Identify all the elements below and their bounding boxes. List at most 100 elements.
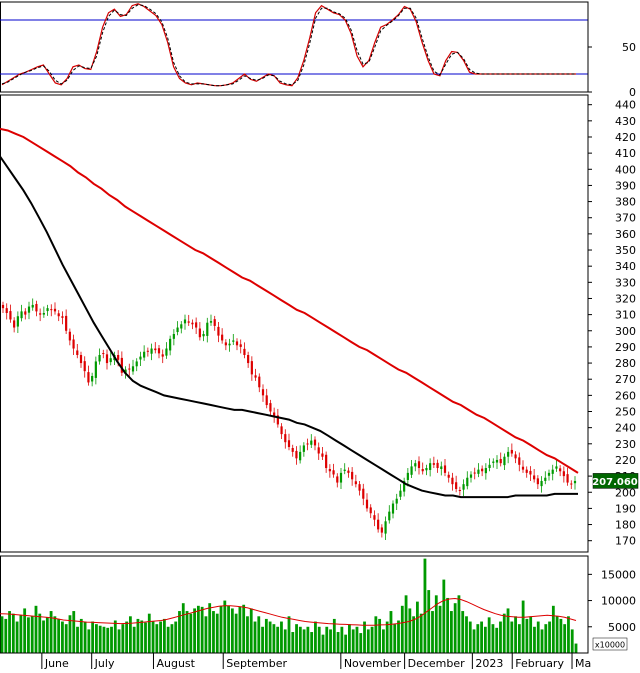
price-y-tick-label: 430 (615, 115, 636, 128)
volume-bar (397, 620, 400, 653)
candle-body (187, 321, 190, 323)
volume-bar (151, 621, 155, 653)
volume-bar (374, 616, 378, 653)
candle-body (150, 348, 153, 354)
price-y-tick-label: 280 (615, 357, 636, 370)
candle-body (451, 477, 454, 485)
volume-bar (465, 616, 468, 653)
candle (139, 351, 142, 366)
volume-bar (132, 626, 136, 653)
candle (31, 298, 34, 311)
candle (332, 463, 335, 478)
candle-body (76, 350, 79, 355)
volume-bar (61, 621, 64, 653)
candle-body (399, 490, 402, 497)
volume-bar (457, 595, 461, 653)
candle (61, 311, 64, 325)
price-y-tick-label: 180 (615, 519, 636, 532)
candle (284, 429, 287, 449)
x-tick-label: 2023 (475, 657, 503, 670)
volume-bar (49, 611, 53, 653)
candle-body (395, 498, 398, 504)
volume-bar (287, 616, 291, 653)
candle (24, 308, 27, 320)
volume-bar (64, 624, 68, 653)
volume-bar (529, 616, 533, 653)
candle-body (221, 334, 224, 341)
candle-body (39, 313, 42, 315)
volume-average-line (0, 597, 577, 626)
candle (57, 310, 60, 322)
candle-body (510, 449, 513, 454)
candle (477, 463, 480, 478)
candle (120, 351, 123, 376)
price-y-tick-label: 370 (615, 212, 636, 225)
candle-body (377, 519, 380, 530)
candle (202, 330, 205, 342)
candle (247, 351, 250, 368)
volume-y-tick-label: 10000 (601, 595, 636, 608)
candle-body (458, 489, 461, 491)
volume-bar (234, 613, 238, 653)
x-tick-label: June (44, 657, 69, 670)
volume-bar (212, 611, 215, 653)
candle (105, 349, 109, 370)
volume-bar (102, 626, 106, 653)
volume-bar (125, 621, 129, 653)
volume-bar (174, 621, 178, 653)
volume-bar (480, 621, 483, 653)
candle-body (157, 348, 161, 354)
candle (562, 466, 565, 483)
candle (347, 467, 350, 478)
candle-body (514, 454, 517, 459)
volume-bar (15, 621, 19, 653)
volume-y-tick-label: 15000 (601, 568, 636, 581)
candle-body (551, 469, 554, 474)
volume-bar (178, 611, 181, 653)
candle (250, 356, 253, 381)
candle-body (232, 340, 235, 342)
candle-body (79, 354, 83, 364)
volume-bar (98, 625, 102, 653)
candle (481, 465, 484, 477)
candle (183, 314, 187, 330)
volume-bar (314, 621, 317, 653)
candle-body (217, 326, 220, 336)
candle-body (202, 333, 205, 337)
candle-body (57, 313, 60, 317)
candle-body (570, 483, 573, 485)
candle-body (139, 356, 142, 360)
volume-unit-label: x10000 (595, 641, 625, 650)
volume-bar (536, 621, 540, 653)
candle-body (544, 477, 547, 481)
price-y-tick-label: 320 (615, 292, 636, 305)
candle-body (169, 338, 172, 351)
candle (388, 505, 391, 524)
candle (198, 322, 201, 341)
candle (46, 304, 49, 316)
volume-bar (446, 597, 450, 653)
candle (35, 300, 38, 317)
candle-body (365, 499, 369, 509)
candle (521, 460, 525, 473)
candle (13, 317, 16, 333)
candle (306, 438, 309, 451)
candle-body (306, 443, 309, 445)
volume-bar (53, 616, 57, 653)
volume-bar (499, 621, 502, 653)
x-tick-label: December (408, 657, 466, 670)
price-y-tick-label: 340 (615, 260, 636, 273)
candle-body (235, 341, 239, 346)
candle (362, 483, 365, 506)
candle-body (198, 328, 201, 338)
candle-body (61, 316, 64, 318)
candle (265, 388, 268, 409)
candle (488, 458, 491, 472)
candle (328, 464, 331, 478)
candle (510, 443, 513, 457)
candle (94, 356, 97, 385)
candle-body (328, 468, 331, 472)
volume-bar (45, 617, 49, 653)
volume-bar (355, 626, 359, 653)
volume-panel: 5000 10000 15000 (0, 555, 636, 654)
